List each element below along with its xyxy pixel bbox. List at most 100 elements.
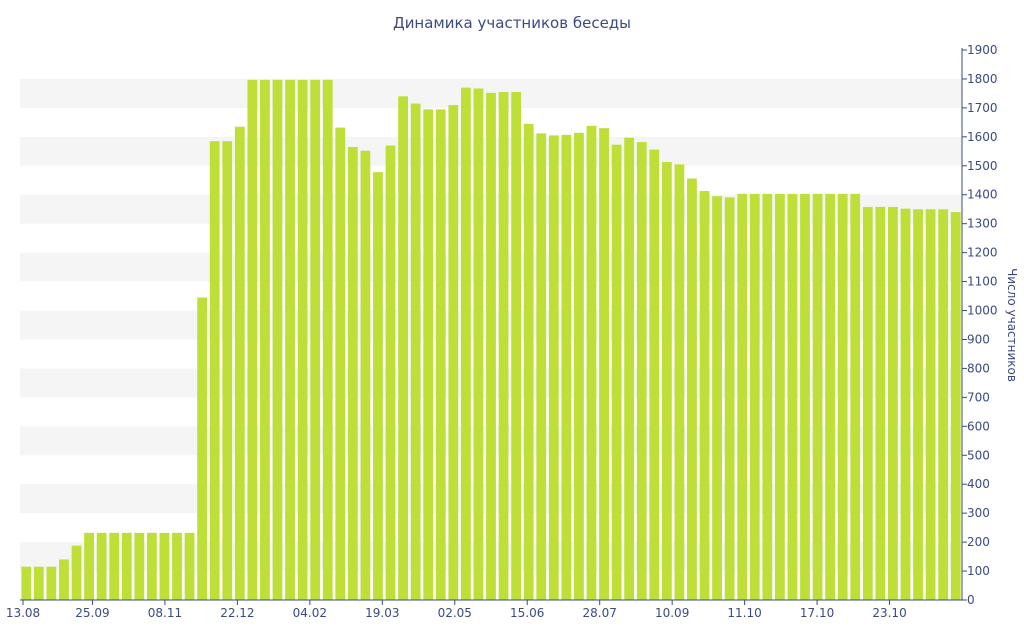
y-tick-label: 0 xyxy=(967,593,975,607)
bar xyxy=(699,190,710,600)
y-tick-label: 1100 xyxy=(967,275,998,289)
bar xyxy=(435,109,446,600)
bar xyxy=(875,206,886,600)
bar-series xyxy=(21,79,961,601)
bar xyxy=(800,193,810,600)
bar xyxy=(21,566,32,600)
x-tick-label: 08.11 xyxy=(148,606,182,620)
bar xyxy=(498,91,509,600)
y-tick-label: 1500 xyxy=(967,159,998,173)
bar xyxy=(724,197,735,600)
bar xyxy=(121,532,132,600)
y-tick-label: 1300 xyxy=(967,217,998,231)
bar xyxy=(762,193,773,600)
bar xyxy=(938,209,949,600)
y-tick-label: 1900 xyxy=(967,43,998,57)
bar xyxy=(448,105,459,600)
x-tick-label: 11.10 xyxy=(727,606,761,620)
x-tick-label: 25.09 xyxy=(75,606,109,620)
y-tick-label: 600 xyxy=(967,419,990,433)
bar xyxy=(84,532,94,600)
y-tick-label: 1600 xyxy=(967,130,998,144)
y-tick-label: 100 xyxy=(967,564,990,578)
bar xyxy=(247,79,258,600)
y-tick-label: 1000 xyxy=(967,304,998,318)
bar xyxy=(260,79,270,600)
y-tick-label: 1200 xyxy=(967,246,998,260)
bar xyxy=(636,142,647,601)
x-tick-label: 13.08 xyxy=(6,606,40,620)
bar xyxy=(272,79,283,600)
y-tick-label: 1400 xyxy=(967,188,998,202)
y-tick-label: 200 xyxy=(967,535,990,549)
bar xyxy=(234,126,245,601)
bar xyxy=(134,532,145,600)
bar xyxy=(423,109,434,600)
bar xyxy=(398,96,408,600)
bar xyxy=(385,145,396,600)
bar xyxy=(737,193,748,600)
bar xyxy=(473,88,484,600)
bar xyxy=(649,149,660,600)
y-axis-label: Число участников xyxy=(1005,268,1019,382)
bar xyxy=(900,208,911,600)
bar xyxy=(159,532,170,600)
bar xyxy=(197,297,208,600)
bar xyxy=(950,212,961,601)
y-axis: 0 100 200 300 400 500 600 700 800 900 1000 1100 1200… xyxy=(961,43,998,607)
y-tick-label: 1800 xyxy=(967,72,998,86)
x-tick-label: 22.12 xyxy=(220,606,254,620)
bar xyxy=(33,566,44,600)
x-tick-label: 23.10 xyxy=(872,606,906,620)
bar xyxy=(486,92,496,600)
bar xyxy=(586,125,597,600)
bar xyxy=(599,128,609,600)
y-tick-label: 300 xyxy=(967,506,990,520)
bar xyxy=(913,209,923,600)
bar xyxy=(322,79,333,600)
bar xyxy=(674,164,685,600)
bar xyxy=(712,196,722,600)
bar xyxy=(297,79,308,600)
x-tick-label: 04.02 xyxy=(293,606,327,620)
bar xyxy=(787,193,798,600)
bar xyxy=(687,178,697,600)
x-axis: 13.08 25.09 08.11 22.12 04.02 19.03 02.05 15.06… xyxy=(6,599,962,620)
bar xyxy=(536,133,547,600)
bar xyxy=(837,193,848,600)
bar xyxy=(373,172,383,600)
bar xyxy=(561,134,572,600)
bar xyxy=(774,193,785,600)
bar xyxy=(661,162,672,600)
bar xyxy=(850,193,861,600)
y-tick-label: 1700 xyxy=(967,101,998,115)
bar xyxy=(511,91,522,600)
bar xyxy=(360,150,371,601)
y-tick-label: 400 xyxy=(967,477,990,491)
y-tick-label: 800 xyxy=(967,361,990,375)
bar xyxy=(749,193,760,600)
bar xyxy=(335,127,346,600)
x-tick-label: 28.07 xyxy=(583,606,617,620)
x-tick-label: 17.10 xyxy=(800,606,834,620)
bar xyxy=(109,532,120,600)
x-tick-label: 10.09 xyxy=(655,606,689,620)
bar xyxy=(146,532,157,600)
bar xyxy=(825,193,836,600)
bar xyxy=(96,532,107,600)
bar xyxy=(611,144,622,600)
chart-title: Динамика участников беседы xyxy=(393,14,631,32)
y-tick-label: 700 xyxy=(967,390,990,404)
y-tick-label: 500 xyxy=(967,448,990,462)
y-tick-label: 900 xyxy=(967,332,990,346)
x-tick-label: 02.05 xyxy=(438,606,472,620)
bar xyxy=(184,532,195,600)
x-tick-label: 19.03 xyxy=(365,606,399,620)
x-tick-label: 15.06 xyxy=(510,606,544,620)
bar xyxy=(285,79,295,600)
bar xyxy=(172,532,182,600)
bar xyxy=(624,137,635,600)
bar xyxy=(46,566,57,600)
